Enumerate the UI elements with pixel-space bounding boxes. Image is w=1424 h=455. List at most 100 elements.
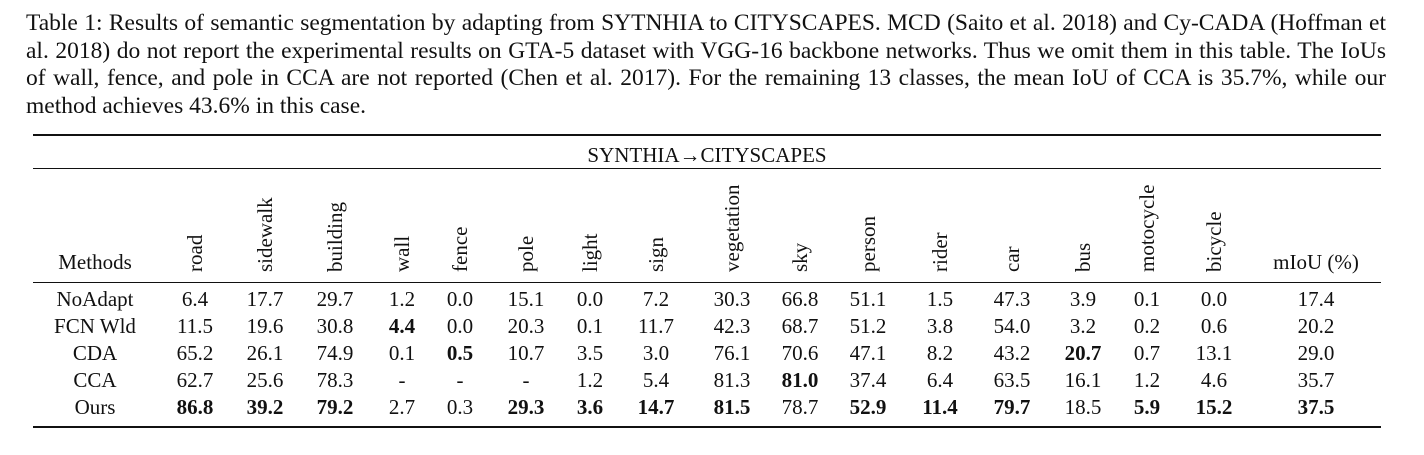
miou-header: mIoU (%)	[1273, 250, 1359, 274]
iou-cell-rider: 3.8	[926, 314, 954, 338]
iou-cell-pole: 10.7	[507, 341, 545, 365]
iou-cell-building: 29.7	[316, 287, 354, 311]
iou-cell-person: 37.4	[849, 368, 887, 392]
miou-cell: 20.2	[1297, 314, 1335, 338]
iou-cell-bicycle: 0.6	[1200, 314, 1228, 338]
iou-cell-sidewalk: 17.7	[246, 287, 284, 311]
iou-cell-sign: 5.4	[642, 368, 670, 392]
class-header-label: sidewalk	[253, 197, 277, 272]
iou-cell-car: 79.7	[993, 395, 1031, 419]
header-rule	[33, 282, 1381, 283]
iou-cell-fence: 0.0	[446, 314, 474, 338]
iou-cell-person: 52.9	[849, 395, 887, 419]
iou-cell-vegetation: 76.1	[713, 341, 751, 365]
iou-cell-sidewalk: 26.1	[246, 341, 284, 365]
iou-cell-car: 47.3	[993, 287, 1031, 311]
iou-cell-fence: 0.5	[446, 341, 474, 365]
table-top-rule	[33, 134, 1381, 136]
iou-cell-bus: 3.2	[1069, 314, 1097, 338]
class-header-label: rider	[928, 232, 952, 272]
iou-cell-sky: 81.0	[781, 368, 819, 392]
method-name: CCA	[73, 368, 117, 392]
iou-cell-rider: 11.4	[922, 395, 958, 419]
method-name: FCN Wld	[54, 314, 136, 338]
iou-cell-bicycle: 4.6	[1200, 368, 1228, 392]
iou-cell-bicycle: 0.0	[1200, 287, 1228, 311]
iou-cell-vegetation: 42.3	[713, 314, 751, 338]
iou-cell-bus: 3.9	[1069, 287, 1097, 311]
iou-cell-pole: 29.3	[507, 395, 545, 419]
miou-cell: 29.0	[1297, 341, 1335, 365]
class-header-label: road	[183, 234, 207, 272]
iou-cell-bus: 16.1	[1064, 368, 1102, 392]
table-row: Ours 86.8 39.2 79.2 2.7 0.3 29.3 3.6 14.7 81.5 78.…	[0, 394, 1424, 421]
iou-cell-motocycle: 5.9	[1133, 395, 1161, 419]
iou-cell-pole: 20.3	[507, 314, 545, 338]
iou-cell-motocycle: 0.2	[1133, 314, 1161, 338]
iou-cell-light: 3.5	[576, 341, 604, 365]
table-caption: Table 1: Results of semantic segmentatio…	[26, 10, 1386, 119]
table-row: CCA 62.7 25.6 78.3 - - - 1.2 5.4 81.3 81.0 37.4 6.4 6…	[0, 367, 1424, 394]
iou-cell-road: 86.8	[176, 395, 214, 419]
iou-cell-light: 3.6	[576, 395, 604, 419]
iou-cell-bicycle: 13.1	[1195, 341, 1233, 365]
method-name: NoAdapt	[56, 287, 134, 311]
iou-cell-sign: 11.7	[638, 314, 674, 338]
class-header-label: pole	[514, 235, 538, 272]
iou-cell-bicycle: 15.2	[1195, 395, 1233, 419]
iou-cell-car: 63.5	[993, 368, 1031, 392]
iou-cell-sky: 68.7	[781, 314, 819, 338]
class-header-label: fence	[448, 226, 472, 272]
class-header-label: bus	[1071, 242, 1095, 272]
iou-cell-sky: 78.7	[781, 395, 819, 419]
iou-cell-sky: 70.6	[781, 341, 819, 365]
iou-cell-sidewalk: 19.6	[246, 314, 284, 338]
iou-cell-fence: 0.0	[446, 287, 474, 311]
iou-cell-bus: 18.5	[1064, 395, 1102, 419]
class-header-label: vegetation	[720, 184, 744, 272]
methods-header: Methods	[58, 250, 132, 274]
class-header-label: car	[1000, 246, 1024, 272]
iou-cell-sign: 14.7	[637, 395, 675, 419]
iou-cell-car: 54.0	[993, 314, 1031, 338]
iou-cell-motocycle: 0.7	[1133, 341, 1161, 365]
class-header-label: sign	[644, 236, 668, 272]
table-row: NoAdapt 6.4 17.7 29.7 1.2 0.0 15.1 0.0 7.2 30.3 66…	[0, 286, 1424, 313]
iou-cell-road: 62.7	[176, 368, 214, 392]
iou-cell-light: 0.1	[576, 314, 604, 338]
iou-cell-rider: 8.2	[926, 341, 954, 365]
class-header-label: sky	[788, 242, 812, 272]
table-row: CDA 65.2 26.1 74.9 0.1 0.5 10.7 3.5 3.0 76.1 70.6 4…	[0, 340, 1424, 367]
iou-cell-car: 43.2	[993, 341, 1031, 365]
table-span-title: SYNTHIA→CITYSCAPES	[587, 143, 827, 167]
iou-cell-bus: 20.7	[1064, 341, 1102, 365]
iou-cell-wall: 4.4	[388, 314, 416, 338]
class-header-label: bicycle	[1202, 211, 1226, 272]
iou-cell-wall: 1.2	[388, 287, 416, 311]
iou-cell-building: 30.8	[316, 314, 354, 338]
iou-cell-pole: -	[522, 368, 530, 392]
class-header-label: building	[323, 201, 347, 272]
span-title-rule	[33, 168, 1381, 169]
iou-cell-motocycle: 1.2	[1133, 368, 1161, 392]
iou-cell-light: 0.0	[576, 287, 604, 311]
iou-cell-person: 51.2	[849, 314, 887, 338]
iou-cell-person: 51.1	[849, 287, 887, 311]
iou-cell-vegetation: 30.3	[713, 287, 751, 311]
class-header-label: person	[856, 216, 880, 272]
table-row: FCN Wld 11.5 19.6 30.8 4.4 0.0 20.3 0.1 11.7 42.3…	[0, 313, 1424, 340]
iou-cell-rider: 1.5	[926, 287, 954, 311]
miou-cell: 17.4	[1297, 287, 1335, 311]
iou-cell-sign: 3.0	[642, 341, 670, 365]
iou-cell-road: 11.5	[177, 314, 213, 338]
miou-cell: 35.7	[1297, 368, 1335, 392]
class-header-label: light	[578, 233, 602, 272]
iou-cell-wall: 0.1	[388, 341, 416, 365]
iou-cell-building: 74.9	[316, 341, 354, 365]
iou-cell-person: 47.1	[849, 341, 887, 365]
iou-cell-building: 78.3	[316, 368, 354, 392]
iou-cell-sky: 66.8	[781, 287, 819, 311]
iou-cell-sidewalk: 25.6	[246, 368, 284, 392]
iou-cell-fence: 0.3	[446, 395, 474, 419]
iou-cell-road: 65.2	[176, 341, 214, 365]
